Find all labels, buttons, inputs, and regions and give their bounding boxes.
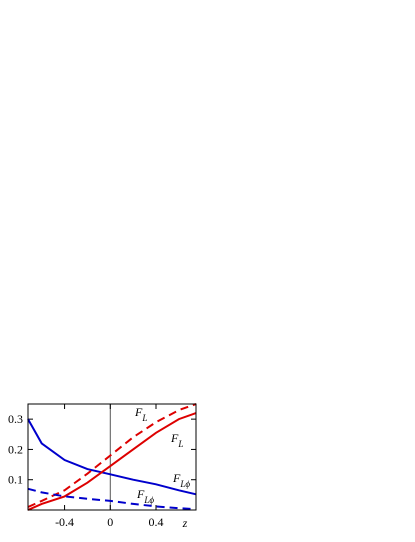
label-sub: Lϕ	[179, 479, 190, 489]
series-line	[27, 412, 197, 511]
x-tick-label: 0.4	[149, 515, 164, 529]
curve-label: FL	[170, 431, 183, 449]
y-tick-label: 0.3	[8, 412, 23, 426]
series-line	[27, 487, 197, 511]
y-tick-label: 0.1	[8, 473, 23, 487]
curve-label: FLϕ	[136, 487, 154, 505]
label-sub: L	[141, 413, 147, 423]
series-line	[27, 418, 197, 496]
plot-frame	[27, 403, 197, 511]
x-tick-label: 0	[107, 515, 113, 529]
x-axis-label: z	[182, 516, 188, 530]
curve-label: FL	[134, 405, 147, 423]
y-tick-label: 0.2	[8, 442, 23, 456]
series-line	[27, 403, 197, 508]
label-main: F	[170, 431, 179, 445]
label-main: F	[172, 471, 181, 485]
label-sub: L	[177, 439, 183, 449]
label-main: F	[136, 487, 145, 501]
label-main: F	[134, 405, 143, 419]
x-tick-label: -0.4	[55, 515, 74, 529]
curve-label: FLϕ	[172, 471, 190, 489]
label-sub: Lϕ	[143, 495, 154, 505]
